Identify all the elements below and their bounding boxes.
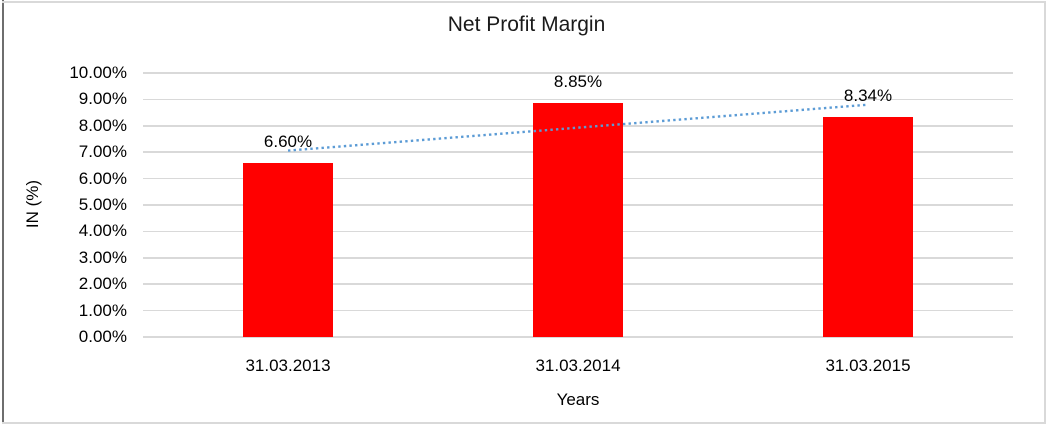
y-axis-tick-label: 3.00% (78, 247, 127, 267)
y-axis-tick-label: 5.00% (78, 195, 127, 214)
y-axis-tick-label: 1.00% (78, 300, 127, 320)
gridline (143, 98, 1013, 101)
bar-31.03.2015 (823, 116, 913, 337)
x-axis-tick-label: 31.03.2013 (245, 356, 331, 375)
y-axis-tick-label: 9.00% (78, 89, 127, 109)
frame-bottom-border (2, 422, 1046, 424)
frame-left-border (2, 0, 4, 424)
chart-title: Net Profit Margin (447, 13, 606, 36)
y-axis-tick-label: 4.00% (78, 221, 127, 241)
x-axis-tick-label: 31.03.2015 (825, 356, 911, 375)
frame-right-border (1044, 1, 1046, 424)
y-axis-tick-label: 8.00% (78, 115, 127, 135)
y-axis-tick-label: 6.00% (78, 168, 127, 188)
y-axis-tick-label: 7.00% (78, 142, 127, 162)
y-axis-tick-label: 10.00% (69, 63, 127, 82)
data-label: 6.60% (263, 131, 313, 151)
frame-top-border (2, 1, 1046, 3)
bar-31.03.2014 (533, 103, 623, 337)
data-label: 8.85% (553, 72, 603, 92)
gridline (143, 336, 1013, 338)
x-axis-tick-label: 31.03.2014 (535, 356, 621, 375)
data-label: 8.34% (843, 85, 893, 105)
gridline (143, 72, 1013, 74)
x-axis-title: Years (556, 390, 600, 409)
y-axis-tick-label: 2.00% (78, 274, 127, 294)
bar-31.03.2013 (243, 162, 333, 337)
y-axis-tick-label: 0.00% (78, 327, 127, 346)
